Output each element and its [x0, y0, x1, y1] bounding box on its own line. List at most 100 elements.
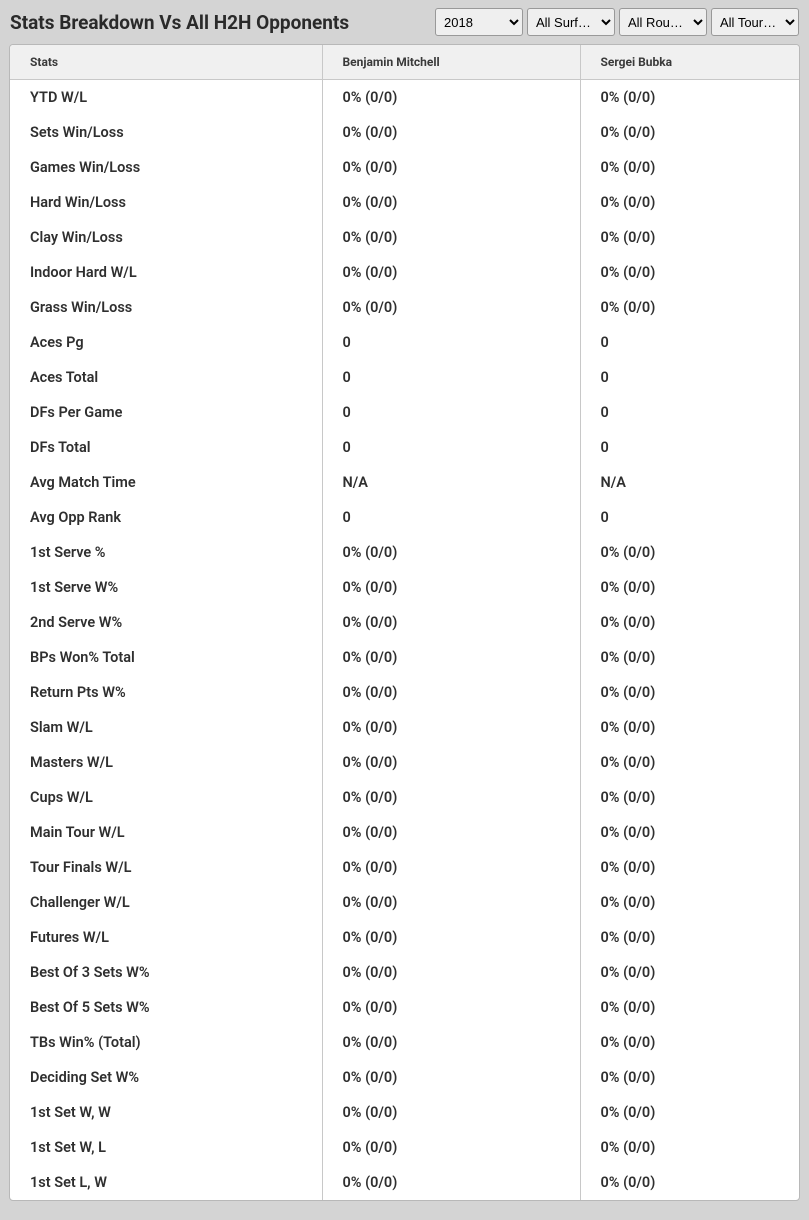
table-row: 1st Set W, L0% (0/0)0% (0/0): [10, 1130, 799, 1165]
stat-value-cell: 0% (0/0): [322, 850, 580, 885]
stat-name-cell: TBs Win% (Total): [10, 1025, 322, 1060]
stat-value-cell: 0% (0/0): [580, 780, 799, 815]
table-row: 1st Set L, W0% (0/0)0% (0/0): [10, 1165, 799, 1200]
table-row: Best Of 5 Sets W%0% (0/0)0% (0/0): [10, 990, 799, 1025]
stat-value-cell: 0% (0/0): [580, 535, 799, 570]
stat-value-cell: 0% (0/0): [322, 80, 580, 115]
table-row: Tour Finals W/L0% (0/0)0% (0/0): [10, 850, 799, 885]
column-header-stats: Stats: [10, 45, 322, 80]
stat-value-cell: 0% (0/0): [322, 780, 580, 815]
stat-name-cell: Best Of 5 Sets W%: [10, 990, 322, 1025]
tournament-filter-select[interactable]: All Tour…SlamMastersATP: [711, 8, 799, 36]
stat-name-cell: Tour Finals W/L: [10, 850, 322, 885]
table-body: YTD W/L0% (0/0)0% (0/0)Sets Win/Loss0% (…: [10, 80, 799, 1200]
table-row: Masters W/L0% (0/0)0% (0/0): [10, 745, 799, 780]
stat-value-cell: 0: [322, 430, 580, 465]
stat-name-cell: DFs Total: [10, 430, 322, 465]
table-row: Deciding Set W%0% (0/0)0% (0/0): [10, 1060, 799, 1095]
stat-value-cell: 0% (0/0): [580, 990, 799, 1025]
surface-filter-select[interactable]: All Surf…HardClayGrass: [527, 8, 615, 36]
stat-name-cell: Return Pts W%: [10, 675, 322, 710]
stat-value-cell: 0: [322, 325, 580, 360]
table-row: 1st Serve W%0% (0/0)0% (0/0): [10, 570, 799, 605]
table-row: Best Of 3 Sets W%0% (0/0)0% (0/0): [10, 955, 799, 990]
table-row: 1st Set W, W0% (0/0)0% (0/0): [10, 1095, 799, 1130]
year-filter-select[interactable]: 2018201720162015: [435, 8, 523, 36]
stat-value-cell: 0% (0/0): [580, 185, 799, 220]
stat-name-cell: DFs Per Game: [10, 395, 322, 430]
stat-value-cell: 0% (0/0): [322, 1130, 580, 1165]
stat-value-cell: 0% (0/0): [580, 850, 799, 885]
stats-table: Stats Benjamin Mitchell Sergei Bubka YTD…: [10, 45, 799, 1200]
stat-value-cell: 0% (0/0): [580, 920, 799, 955]
stat-name-cell: Slam W/L: [10, 710, 322, 745]
stat-value-cell: 0% (0/0): [580, 1025, 799, 1060]
stat-value-cell: 0% (0/0): [322, 990, 580, 1025]
stat-value-cell: 0% (0/0): [322, 570, 580, 605]
stat-value-cell: 0% (0/0): [322, 955, 580, 990]
stat-value-cell: 0: [322, 500, 580, 535]
stat-value-cell: N/A: [580, 465, 799, 500]
table-row: Slam W/L0% (0/0)0% (0/0): [10, 710, 799, 745]
table-row: Avg Opp Rank00: [10, 500, 799, 535]
stat-value-cell: 0% (0/0): [322, 535, 580, 570]
table-row: Main Tour W/L0% (0/0)0% (0/0): [10, 815, 799, 850]
stat-value-cell: 0% (0/0): [322, 1165, 580, 1200]
table-row: Challenger W/L0% (0/0)0% (0/0): [10, 885, 799, 920]
stat-value-cell: 0: [322, 360, 580, 395]
header-bar: Stats Breakdown Vs All H2H Opponents 201…: [0, 0, 809, 44]
stat-name-cell: 1st Serve W%: [10, 570, 322, 605]
stat-value-cell: 0% (0/0): [580, 290, 799, 325]
stat-value-cell: 0% (0/0): [322, 745, 580, 780]
table-row: DFs Total00: [10, 430, 799, 465]
stat-value-cell: 0: [580, 360, 799, 395]
stat-name-cell: 2nd Serve W%: [10, 605, 322, 640]
stat-value-cell: 0: [580, 395, 799, 430]
stat-name-cell: Aces Total: [10, 360, 322, 395]
stat-value-cell: 0% (0/0): [322, 815, 580, 850]
table-header-row: Stats Benjamin Mitchell Sergei Bubka: [10, 45, 799, 80]
stat-name-cell: Avg Opp Rank: [10, 500, 322, 535]
stat-value-cell: 0% (0/0): [322, 220, 580, 255]
stat-name-cell: 1st Set W, L: [10, 1130, 322, 1165]
stat-value-cell: 0% (0/0): [580, 1095, 799, 1130]
stat-value-cell: 0% (0/0): [580, 80, 799, 115]
round-filter-select[interactable]: All Rou…FinalSFQF: [619, 8, 707, 36]
table-row: DFs Per Game00: [10, 395, 799, 430]
table-row: 1st Serve %0% (0/0)0% (0/0): [10, 535, 799, 570]
table-row: YTD W/L0% (0/0)0% (0/0): [10, 80, 799, 115]
stat-value-cell: 0% (0/0): [322, 710, 580, 745]
stat-name-cell: BPs Won% Total: [10, 640, 322, 675]
stat-value-cell: 0% (0/0): [580, 675, 799, 710]
table-row: Sets Win/Loss0% (0/0)0% (0/0): [10, 115, 799, 150]
stat-name-cell: Hard Win/Loss: [10, 185, 322, 220]
stat-name-cell: Grass Win/Loss: [10, 290, 322, 325]
table-row: Aces Total00: [10, 360, 799, 395]
table-row: Futures W/L0% (0/0)0% (0/0): [10, 920, 799, 955]
stat-name-cell: Games Win/Loss: [10, 150, 322, 185]
table-row: TBs Win% (Total)0% (0/0)0% (0/0): [10, 1025, 799, 1060]
table-row: Return Pts W%0% (0/0)0% (0/0): [10, 675, 799, 710]
stat-value-cell: 0% (0/0): [322, 640, 580, 675]
stat-value-cell: 0% (0/0): [580, 255, 799, 290]
stat-value-cell: 0% (0/0): [580, 885, 799, 920]
table-row: Cups W/L0% (0/0)0% (0/0): [10, 780, 799, 815]
stat-name-cell: 1st Set W, W: [10, 1095, 322, 1130]
stat-name-cell: 1st Serve %: [10, 535, 322, 570]
stat-value-cell: 0% (0/0): [580, 115, 799, 150]
stat-value-cell: 0% (0/0): [580, 1130, 799, 1165]
stat-name-cell: Best Of 3 Sets W%: [10, 955, 322, 990]
stat-name-cell: YTD W/L: [10, 80, 322, 115]
stat-value-cell: 0% (0/0): [580, 150, 799, 185]
stat-name-cell: Challenger W/L: [10, 885, 322, 920]
stat-name-cell: Deciding Set W%: [10, 1060, 322, 1095]
table-row: Clay Win/Loss0% (0/0)0% (0/0): [10, 220, 799, 255]
stat-name-cell: Futures W/L: [10, 920, 322, 955]
table-row: Avg Match TimeN/AN/A: [10, 465, 799, 500]
stat-value-cell: 0% (0/0): [322, 1095, 580, 1130]
stat-value-cell: 0% (0/0): [322, 885, 580, 920]
stat-value-cell: 0: [322, 395, 580, 430]
stat-value-cell: 0% (0/0): [322, 185, 580, 220]
stat-name-cell: Indoor Hard W/L: [10, 255, 322, 290]
table-row: BPs Won% Total0% (0/0)0% (0/0): [10, 640, 799, 675]
